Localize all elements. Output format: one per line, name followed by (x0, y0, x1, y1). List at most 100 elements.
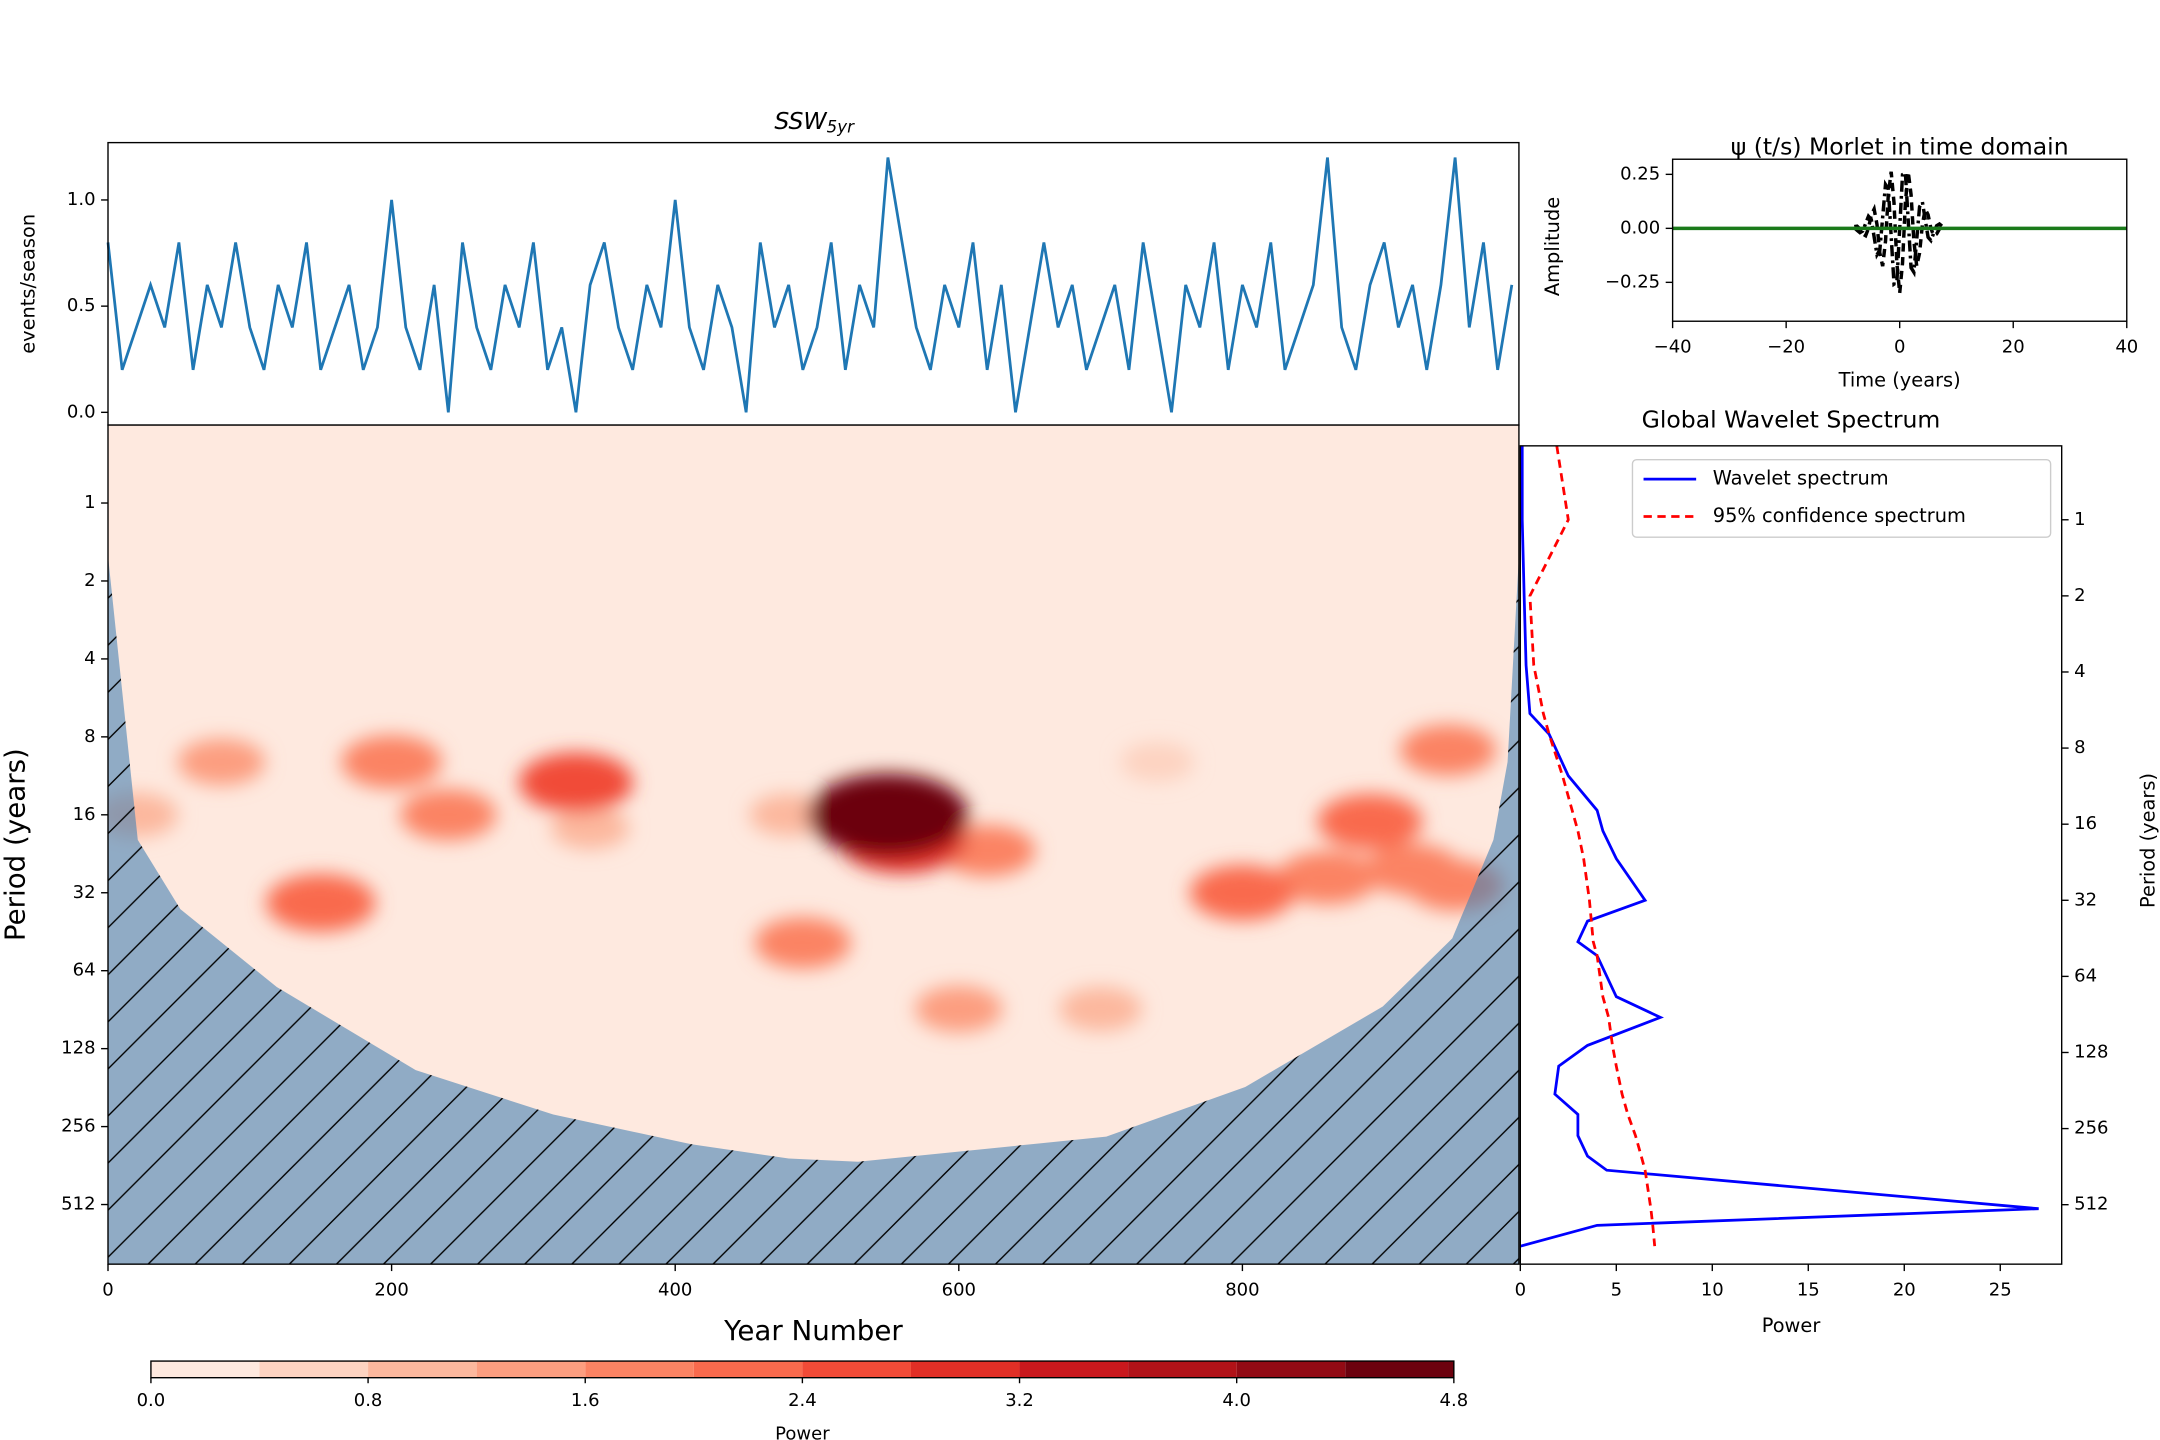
x-tick-label: 0 (1515, 1279, 1526, 1300)
contour-blob (754, 917, 852, 969)
y-axis-label: Period (years) (0, 748, 32, 941)
y-tick-label: 4 (2074, 661, 2085, 682)
contour-blob (1059, 986, 1143, 1032)
coi-hatch (108, 425, 1519, 1265)
y-tick-label: 0.0 (67, 401, 96, 422)
contour-blob (915, 985, 1003, 1033)
colorbar-tick-label: 1.6 (571, 1390, 600, 1411)
colorbar-segment (476, 1361, 586, 1378)
title-main: SSW (774, 106, 827, 134)
y-tick-label: 8 (84, 726, 95, 747)
colorbar-segment (150, 1361, 260, 1378)
contour-blob (1399, 724, 1497, 776)
x-axis-label: Year Number (723, 1314, 903, 1347)
x-tick-label: 800 (1225, 1279, 1259, 1300)
axes-frame (107, 424, 1520, 1265)
y-tick-label: 4 (84, 648, 95, 669)
x-tick-label: 0 (1894, 337, 1905, 358)
chart-title: ψ (t/s) Morlet in time domain (1731, 133, 2069, 161)
y-tick-label: 8 (2074, 737, 2085, 758)
contour-blob (177, 738, 266, 786)
y-tick-label: 1 (84, 492, 95, 513)
chart-title: SSW5yr (774, 106, 855, 136)
x-tick-label: 200 (374, 1279, 408, 1300)
y-tick-label: 1 (2074, 509, 2085, 530)
x-tick-label: 5 (1611, 1279, 1622, 1300)
y-tick-label: 2 (84, 570, 95, 591)
colorbar-tick-label: 2.4 (788, 1390, 817, 1411)
y-tick-label: 16 (2074, 813, 2097, 834)
x-tick-label: 0 (102, 1279, 113, 1300)
colorbar-tick-label: 0.8 (354, 1390, 383, 1411)
colorbar-segment (1128, 1361, 1237, 1378)
y-tick-label: 0.25 (1620, 163, 1660, 184)
x-tick-label: 15 (1797, 1279, 1820, 1300)
y-tick-label: 128 (61, 1038, 95, 1059)
colorbar-tick-label: 4.0 (1222, 1390, 1251, 1411)
x-tick-label: −40 (1654, 337, 1692, 358)
contour-blob (518, 752, 633, 813)
line-series (106, 157, 1514, 413)
axes-frame (1519, 445, 2063, 1265)
legend-label: Wavelet spectrum (1713, 467, 1889, 490)
spectrum-line (1519, 445, 2039, 1248)
axes-frame (107, 141, 1520, 426)
x-axis-label: Power (1762, 1314, 1821, 1337)
y-tick-label: 64 (73, 960, 96, 981)
x-tick-label: −20 (1767, 337, 1805, 358)
colorbar-tick-label: 4.8 (1440, 1390, 1469, 1411)
contour-blob (1317, 793, 1423, 850)
x-tick-label: 40 (2115, 337, 2138, 358)
chart-title: Global Wavelet Spectrum (1642, 405, 1941, 433)
colorbar-segment (802, 1361, 911, 1378)
y-tick-label: 512 (2074, 1194, 2108, 1215)
x-tick-label: 25 (1989, 1279, 2012, 1300)
colorbar-tick-label: 3.2 (1005, 1390, 1034, 1411)
colorbar-segment (1236, 1361, 1346, 1378)
colorbar-segment (585, 1361, 694, 1378)
y-tick-label: 16 (73, 804, 96, 825)
y-axis-label: Amplitude (1541, 197, 1564, 296)
y-tick-label: 0.5 (67, 295, 96, 316)
y-tick-label: 32 (73, 882, 96, 903)
y-axis-label: Period (years) (2136, 773, 2159, 908)
spectrum-line (1528, 445, 1657, 1247)
x-tick-label: 400 (658, 1279, 692, 1300)
y-tick-label: 64 (2074, 965, 2097, 986)
colorbar-segment (1345, 1361, 1454, 1378)
contour-blob (749, 793, 828, 836)
colorbar-segment (1019, 1361, 1129, 1378)
y-tick-label: 128 (2074, 1041, 2108, 1062)
x-tick-label: 20 (1893, 1279, 1916, 1300)
y-tick-label: 32 (2074, 889, 2097, 910)
contour-blob (341, 735, 443, 789)
contour-blob (550, 807, 630, 850)
colorbar-label: Power (775, 1423, 830, 1440)
contour-blob (265, 874, 376, 932)
contour-blob (400, 789, 497, 841)
plot-area (108, 425, 1519, 1265)
y-tick-label: 512 (61, 1194, 95, 1215)
x-axis-label: Time (years) (1838, 368, 1961, 391)
legend-box (1631, 459, 2052, 538)
contour-blob (1120, 742, 1195, 782)
x-tick-label: 20 (2002, 337, 2025, 358)
x-tick-label: 600 (942, 1279, 976, 1300)
y-axis-label: events/season (17, 214, 40, 354)
y-tick-label: 256 (61, 1116, 95, 1137)
y-tick-label: 1.0 (67, 189, 96, 210)
legend-label: 95% confidence spectrum (1713, 504, 1966, 527)
y-tick-label: 2 (2074, 585, 2085, 606)
line-series (1854, 171, 1946, 294)
colorbar-segment (368, 1361, 477, 1378)
colorbar-segment (910, 1361, 1020, 1378)
colorbar-frame (150, 1360, 1455, 1379)
contour-blob (1277, 851, 1378, 905)
title-subscript: 5yr (827, 117, 855, 136)
contour-blob (807, 773, 969, 857)
contour-blob (1189, 865, 1296, 921)
y-tick-label: 256 (2074, 1118, 2108, 1139)
colorbar-segment (693, 1361, 803, 1378)
y-tick-label: −0.25 (1605, 271, 1660, 292)
